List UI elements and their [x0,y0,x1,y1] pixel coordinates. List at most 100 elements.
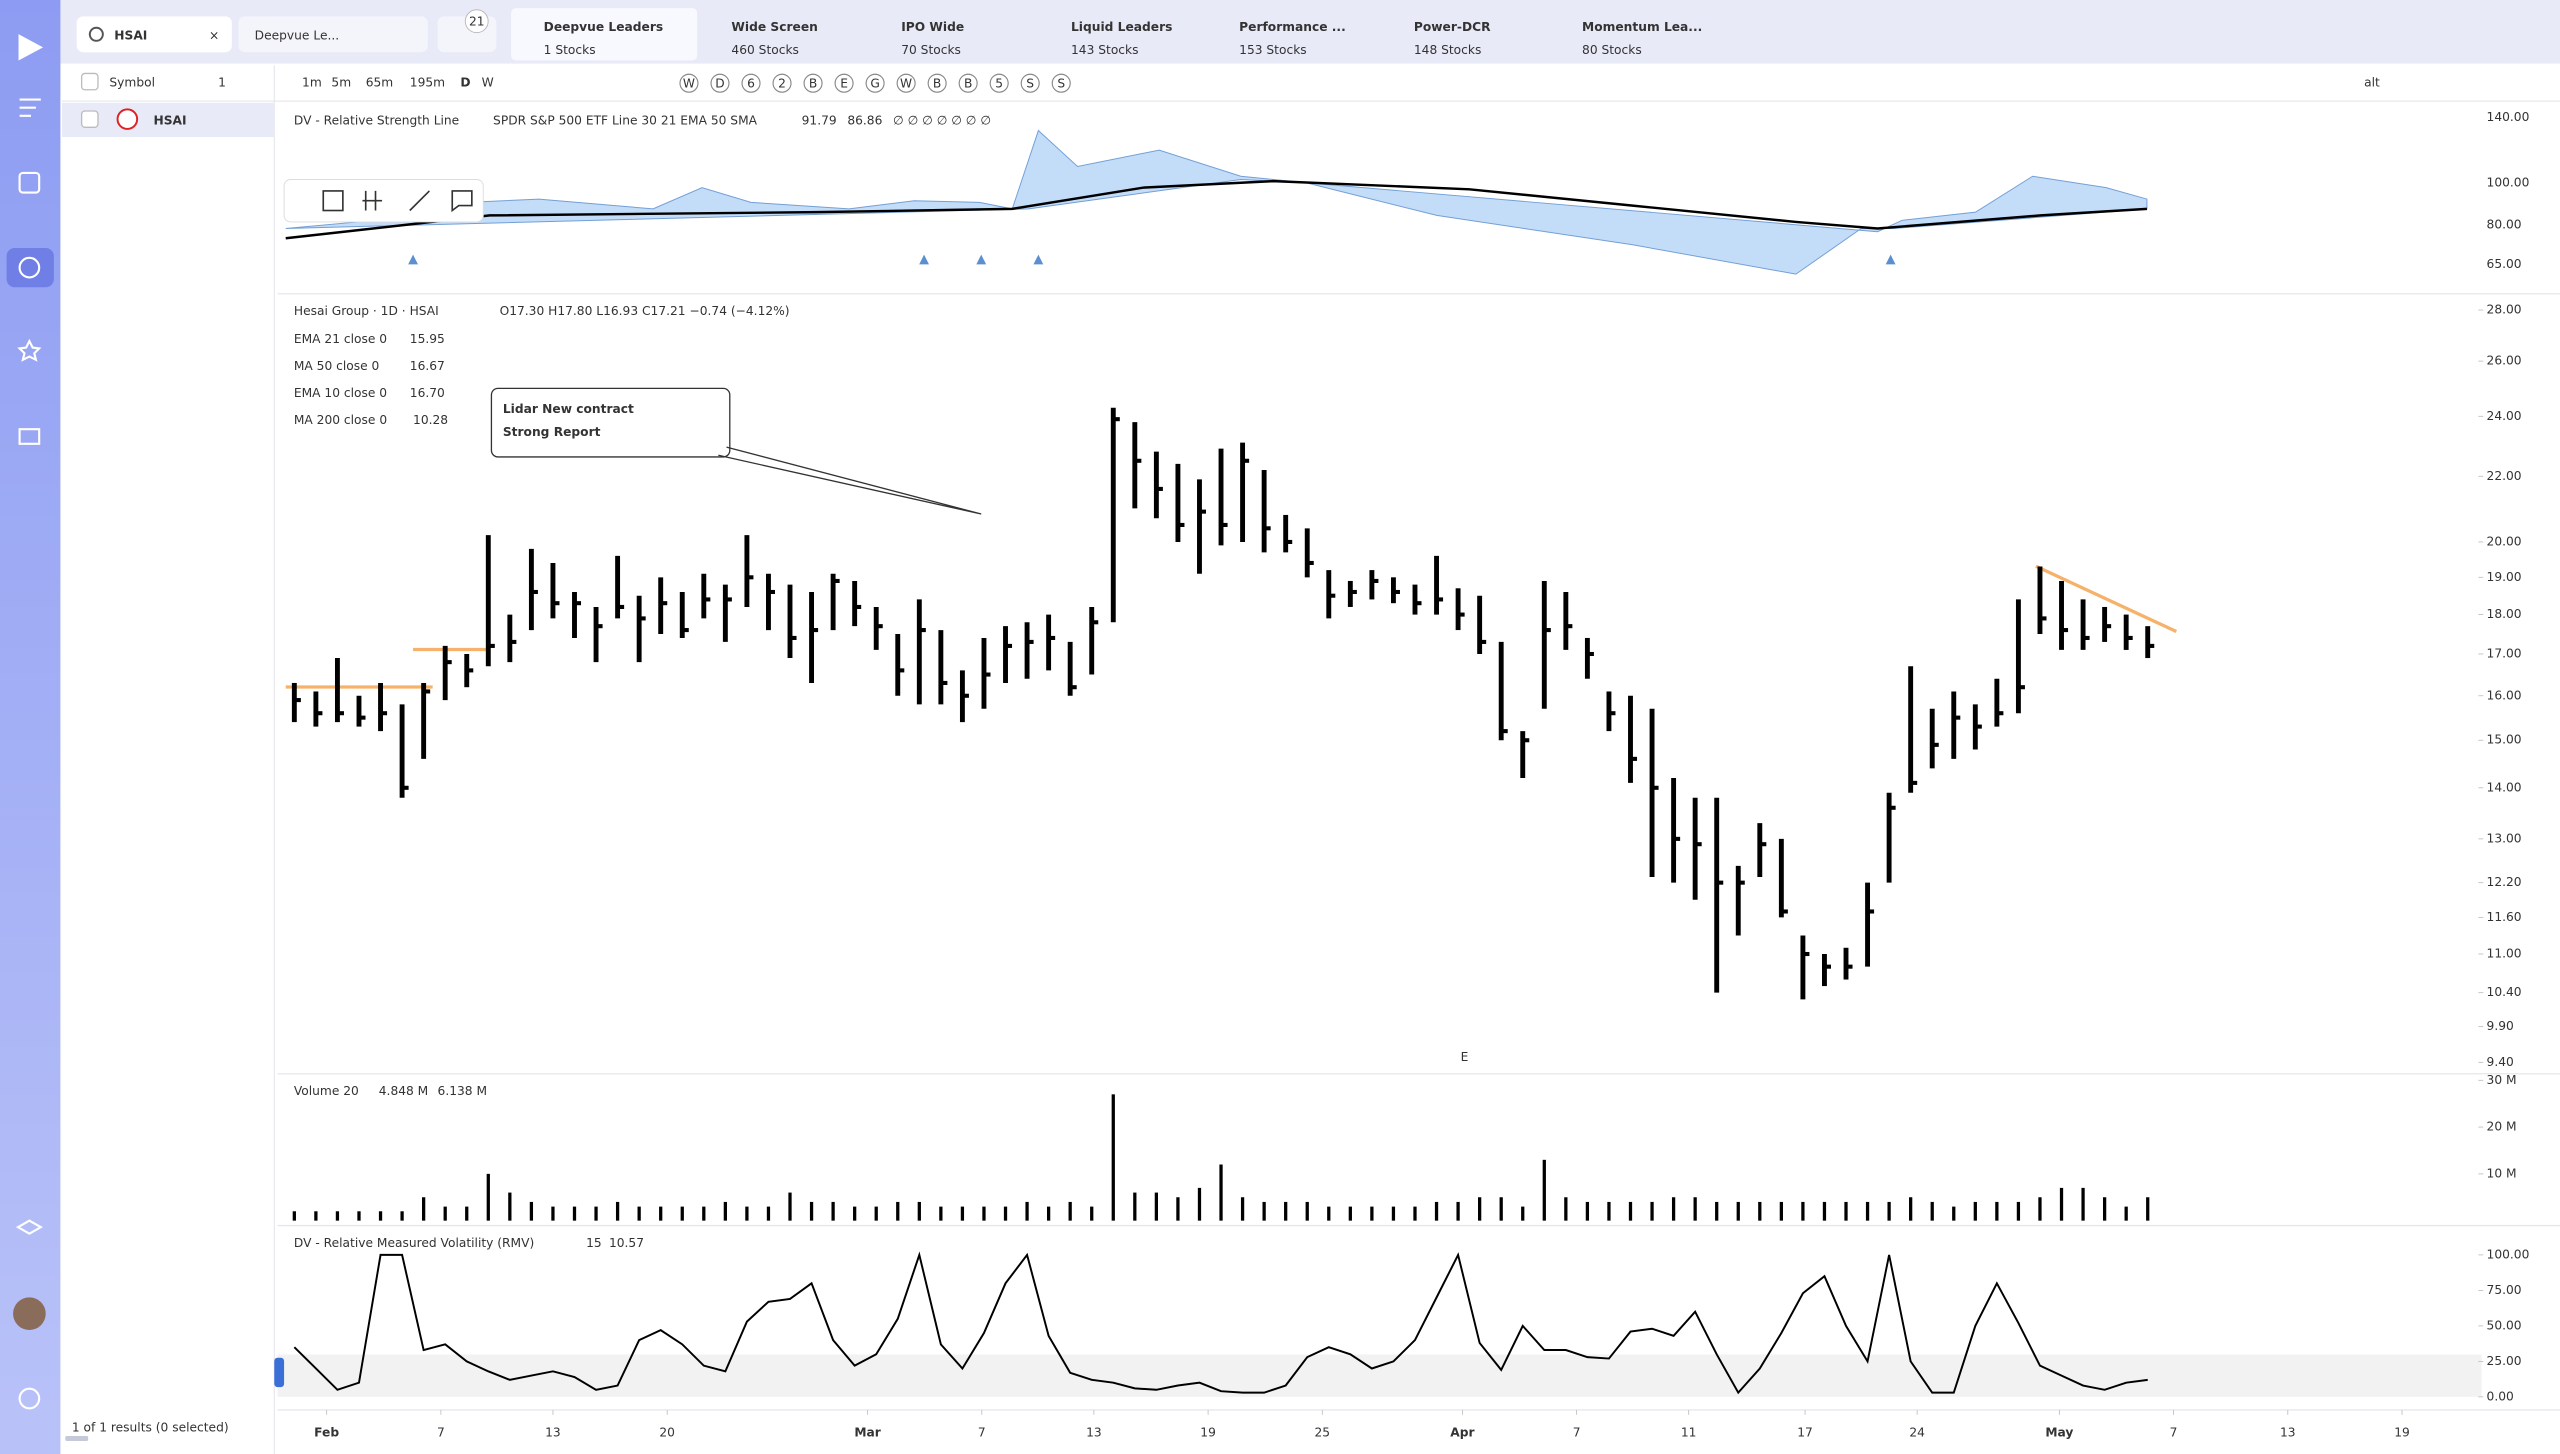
watchlist-select[interactable] [238,16,428,53]
tab-name[interactable]: IPO Wide [901,20,964,34]
tab-name[interactable]: Liquid Leaders [1071,20,1172,34]
x-tick-label: May [2045,1425,2073,1439]
tab-count[interactable]: 460 Stocks [731,43,799,57]
toolbar-icon[interactable] [710,73,730,93]
drawing-toolbar[interactable] [283,179,484,223]
volume-bar [917,1201,921,1221]
active-tab[interactable] [511,8,698,61]
timeframe[interactable]: 65m [366,76,394,90]
toolbar-icon[interactable] [803,73,823,93]
volume-bar [982,1206,986,1221]
avatar[interactable] [13,1297,46,1330]
volume-bar [378,1211,383,1221]
toolbar-letter[interactable]: S [1057,77,1065,91]
toolbar-icon[interactable] [772,73,792,93]
timeframe[interactable]: 5m [331,76,351,90]
toolbar-letter[interactable]: 5 [995,77,1003,91]
rs-title: DV - Relative Strength Line [294,113,459,127]
search-query[interactable]: HSAI [114,28,147,42]
toolbar-icon[interactable] [1020,73,1040,93]
volume-bar [853,1206,857,1221]
tab-name[interactable]: Deepvue Leaders [544,20,664,34]
legend-name: EMA 10 close 0 [294,386,387,400]
toolbar-letter[interactable]: W [683,77,695,91]
toolbar-icon[interactable] [989,73,1009,93]
x-tick-label: 24 [1909,1425,1925,1439]
y-tick-label: 11.60 [2487,910,2522,924]
rs-signal [919,254,929,265]
y-tick-label: 100.00 [2487,1247,2530,1261]
toolbar-letter[interactable]: G [870,77,879,91]
y-tick-label: 20 M [2487,1120,2517,1134]
toolbar-icon[interactable] [865,73,885,93]
search-box[interactable] [76,16,232,53]
checkbox[interactable] [80,72,99,91]
tab-name[interactable]: Wide Screen [731,20,817,34]
toolbar-icon[interactable] [927,73,947,93]
toolbar-icon[interactable] [679,73,699,93]
timeframe[interactable]: W [482,76,494,90]
volume-bar [1822,1201,1827,1221]
y-tick-label: 14.00 [2487,780,2522,794]
watchlist-name[interactable]: Deepvue Le... [255,28,339,42]
clear-icon[interactable]: × [209,28,219,42]
tab-name[interactable]: Power-DCR [1414,20,1491,34]
rs-value: 91.79 [802,113,837,127]
toolbar-letter[interactable]: W [900,77,912,91]
toolbar-letter[interactable]: B [809,77,817,91]
toolbar-letter[interactable]: E [840,77,848,91]
volume-bar [1844,1201,1848,1221]
x-tick-label: 19 [2394,1425,2410,1439]
volume-bar [1413,1206,1417,1221]
tab-count[interactable]: 143 Stocks [1071,43,1139,57]
tab-count[interactable]: 80 Stocks [1582,43,1642,57]
toolbar-letter[interactable]: B [933,77,941,91]
toolbar-icon[interactable] [896,73,916,93]
timeframe[interactable]: D [460,76,470,90]
y-tick-label: 16.00 [2487,688,2522,702]
toolbar-letter[interactable]: 2 [778,77,786,91]
volume-bar [572,1206,577,1221]
volume-bar [1779,1201,1783,1221]
y-tick-label: 10 M [2487,1166,2517,1180]
legend-name: MA 200 close 0 [294,413,387,427]
toolbar-icon[interactable] [741,73,761,93]
toolbar-letter[interactable]: B [964,77,972,91]
toolbar-letter[interactable]: D [715,77,724,91]
timeframe[interactable]: 1m [302,76,322,90]
toolbar-letter[interactable]: 6 [747,77,755,91]
row-checkbox[interactable] [80,110,99,128]
toolbar-icon[interactable] [958,73,978,93]
tab-name[interactable]: Performance ... [1239,20,1346,34]
tab-name[interactable]: Momentum Lea... [1582,20,1702,34]
volume-bar [1046,1206,1051,1221]
volume-bar [1499,1197,1503,1221]
tab-count[interactable]: 70 Stocks [901,43,961,57]
timeframe[interactable]: 195m [410,76,445,90]
sidebar-active [6,248,54,288]
toolbar-icon[interactable] [1051,73,1071,93]
annotation-text: Lidar New contract [503,402,634,416]
volume-bar [1801,1201,1805,1221]
volume-bar [960,1206,965,1221]
layout-select[interactable]: alt [2364,76,2380,90]
y-tick-label: 10.40 [2487,985,2522,999]
toolbar-icon[interactable] [834,73,854,93]
tab-count[interactable]: 148 Stocks [1414,43,1482,57]
orange-lines [285,647,490,689]
tab-count[interactable]: 153 Stocks [1239,43,1307,57]
rs-params: SPDR S&P 500 ETF Line 30 21 EMA 50 SMA [493,113,758,127]
symbol[interactable]: HSAI [153,113,186,127]
volume-bar [766,1206,771,1221]
volume-bar [2102,1197,2107,1221]
volume-bar [1887,1201,1891,1221]
earnings-marker[interactable]: E [1461,1050,1469,1064]
volume-bar [1025,1201,1029,1221]
volume-bar [1003,1206,1008,1221]
toolbar-letter[interactable]: S [1026,77,1034,91]
tab-count[interactable]: 1 Stocks [544,43,596,57]
volume-bar [1995,1201,1999,1221]
scroll-handle[interactable] [274,1357,285,1388]
x-tick-label: 7 [978,1425,986,1439]
